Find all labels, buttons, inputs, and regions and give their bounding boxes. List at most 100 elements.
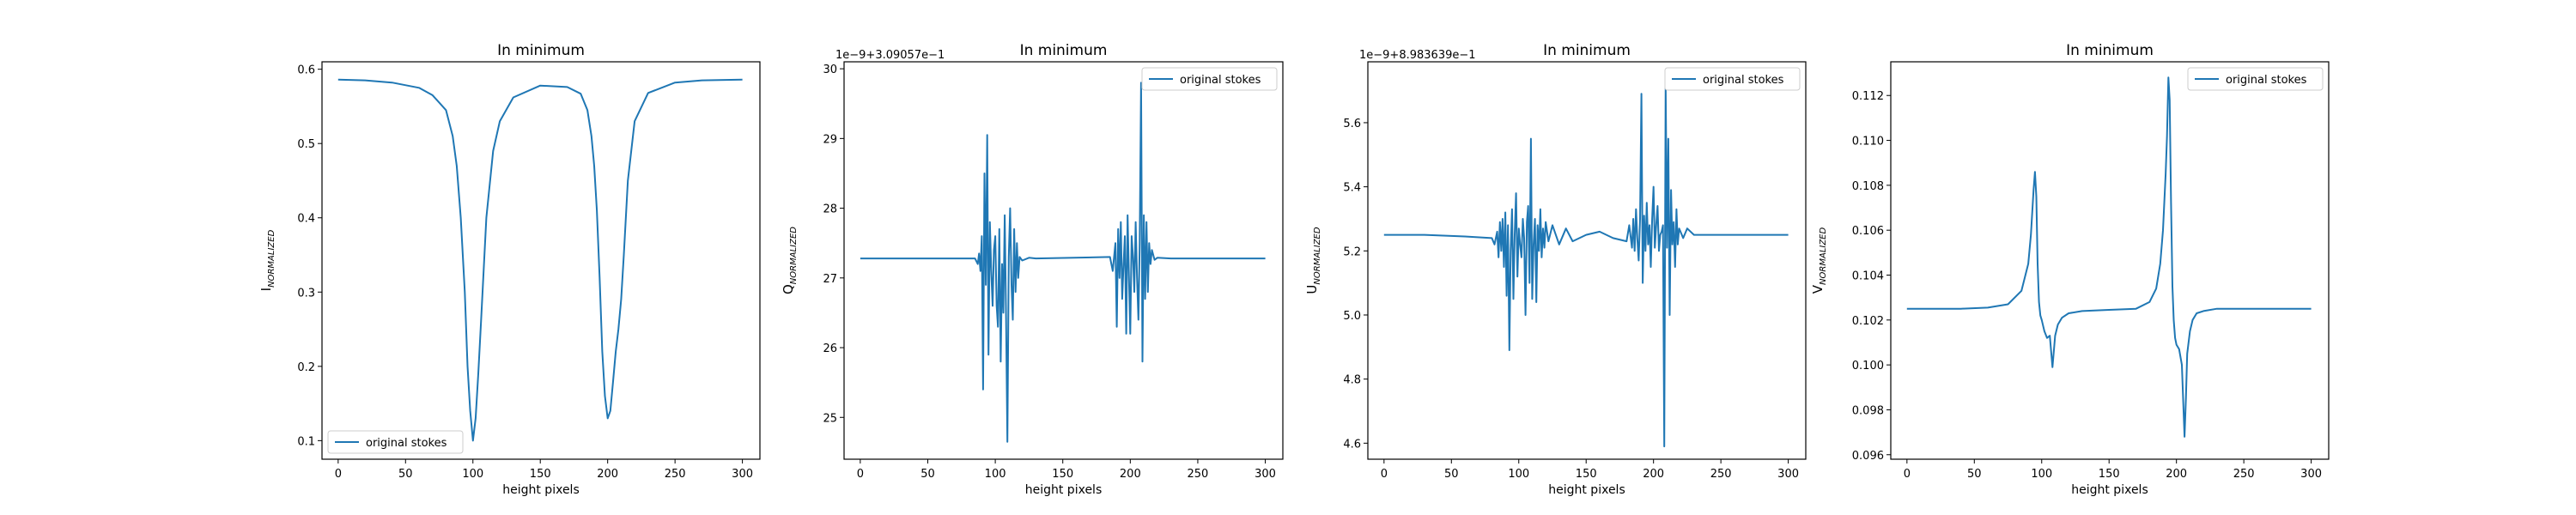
legend-label: original stokes (2226, 74, 2307, 87)
subplot-4: In minimum 0 50 100 150 200 250 300 0.096 0.098 0.… (1810, 42, 2330, 497)
x-tick-label: 150 (530, 468, 551, 481)
x-tick-label: 0 (335, 468, 342, 481)
y-tick-label: 0.106 (1852, 225, 1884, 238)
plot-area-frame (1367, 61, 1807, 460)
legend-box (2187, 67, 2324, 91)
y-axis-label-main: Q (781, 284, 796, 294)
x-tick-label: 100 (1508, 468, 1529, 481)
y-tick-label: 0.2 (297, 361, 315, 374)
subplot-2: In minimum 0 50 100 150 200 250 300 25 26 27 28 29 30… (781, 42, 1284, 497)
subplot-3: In minimum 0 50 100 150 200 250 300 4.6 4.8 5.0 5.2… (1304, 42, 1807, 497)
chart-title: In minimum (2066, 42, 2154, 59)
chart-title: In minimum (1543, 42, 1631, 59)
series-line-original-stokes (337, 78, 743, 442)
y-tick-label: 0.102 (1852, 315, 1884, 328)
y-tick-label: 0.110 (1852, 136, 1884, 148)
y-axis-label: UNORMALIZED (1304, 227, 1322, 294)
x-tick-label: 150 (1052, 468, 1073, 481)
y-tick-label: 0.1 (297, 435, 315, 448)
y-axis-label-subscript: NORMALIZED (1313, 227, 1322, 284)
y-tick-label: 4.6 (1343, 438, 1361, 451)
y-tick-label: 0.112 (1852, 90, 1884, 103)
y-tick-label: 0.4 (297, 213, 315, 226)
y-tick-label: 29 (823, 133, 837, 146)
y-tick-label: 0.100 (1852, 360, 1884, 373)
x-tick-label: 250 (1188, 468, 1209, 481)
y-tick-label: 5.6 (1343, 118, 1361, 130)
series-line-original-stokes (1906, 76, 2312, 438)
legend: original stokes (1664, 67, 1801, 91)
x-tick-label: 300 (1255, 468, 1276, 481)
y-tick-label: 25 (823, 412, 837, 425)
x-tick-label: 50 (1444, 468, 1459, 481)
plot-area-frame (321, 61, 761, 460)
x-tick-label: 200 (597, 468, 618, 481)
legend: original stokes (2187, 67, 2324, 91)
x-tick-label: 250 (665, 468, 686, 481)
y-tick-label: 28 (823, 203, 837, 216)
y-tick-label: 5.4 (1343, 182, 1361, 195)
x-tick-label: 250 (1710, 468, 1732, 481)
x-axis-label: height pixels (502, 483, 580, 497)
x-tick-label: 150 (2099, 468, 2120, 481)
y-tick-label: 27 (823, 273, 837, 286)
series-line-original-stokes (860, 82, 1266, 443)
axis-offset-text: 1e−9+3.09057e−1 (835, 49, 945, 62)
legend-box (1664, 67, 1801, 91)
legend-label: original stokes (366, 437, 447, 450)
x-tick-label: 200 (1120, 468, 1141, 481)
y-axis-label-main: V (1810, 284, 1826, 294)
y-axis-label-subscript: NORMALIZED (789, 227, 799, 284)
x-tick-label: 50 (398, 468, 413, 481)
legend-label: original stokes (1180, 74, 1261, 87)
x-axis-label: height pixels (2071, 483, 2148, 497)
y-axis-label-subscript: NORMALIZED (267, 229, 276, 287)
y-tick-label: 4.8 (1343, 374, 1361, 387)
y-tick-label: 0.104 (1852, 270, 1884, 283)
chart-title: In minimum (1020, 42, 1108, 59)
y-axis-label-main: U (1304, 285, 1320, 294)
x-axis-label: height pixels (1548, 483, 1625, 497)
plot-area-frame (1890, 61, 2330, 460)
x-tick-label: 200 (1643, 468, 1664, 481)
legend: original stokes (327, 430, 464, 454)
x-tick-label: 300 (1777, 468, 1799, 481)
axis-offset-text: 1e−9+8.983639e−1 (1359, 49, 1476, 62)
chart-title: In minimum (497, 42, 585, 59)
y-tick-label: 5.0 (1343, 310, 1361, 323)
x-tick-label: 0 (1381, 468, 1388, 481)
legend-box (327, 430, 464, 454)
y-axis-label: QNORMALIZED (781, 227, 799, 294)
y-axis-label: VNORMALIZED (1810, 227, 1828, 294)
y-tick-label: 0.108 (1852, 180, 1884, 193)
y-tick-label: 26 (823, 342, 837, 355)
y-tick-label: 0.6 (297, 64, 315, 77)
y-tick-label: 0.096 (1852, 450, 1884, 463)
x-tick-label: 300 (732, 468, 753, 481)
legend-label: original stokes (1703, 74, 1784, 87)
x-tick-label: 300 (2300, 468, 2322, 481)
y-axis-label: INORMALIZED (258, 229, 276, 291)
y-tick-label: 5.2 (1343, 245, 1361, 258)
x-tick-label: 100 (985, 468, 1006, 481)
x-tick-label: 200 (2166, 468, 2187, 481)
y-tick-label: 0.5 (297, 138, 315, 151)
x-tick-label: 50 (1967, 468, 1982, 481)
y-tick-label: 0.098 (1852, 404, 1884, 417)
x-axis-label: height pixels (1025, 483, 1103, 497)
x-tick-label: 50 (920, 468, 935, 481)
y-tick-label: 0.3 (297, 287, 315, 300)
y-axis-label-subscript: NORMALIZED (1819, 227, 1828, 284)
series-line-original-stokes (1383, 83, 1789, 448)
x-tick-label: 0 (1904, 468, 1911, 481)
y-axis-label-main: I (258, 288, 274, 291)
legend: original stokes (1141, 67, 1278, 91)
x-tick-label: 0 (857, 468, 864, 481)
legend-box (1141, 67, 1278, 91)
plot-area-frame (843, 61, 1284, 460)
y-tick-label: 30 (823, 64, 837, 76)
x-tick-label: 150 (1576, 468, 1597, 481)
x-tick-label: 100 (462, 468, 483, 481)
subplot-1: In minimum 0 50 100 150 200 250 300 0.1 0.2 0.3 0.4… (258, 42, 761, 497)
